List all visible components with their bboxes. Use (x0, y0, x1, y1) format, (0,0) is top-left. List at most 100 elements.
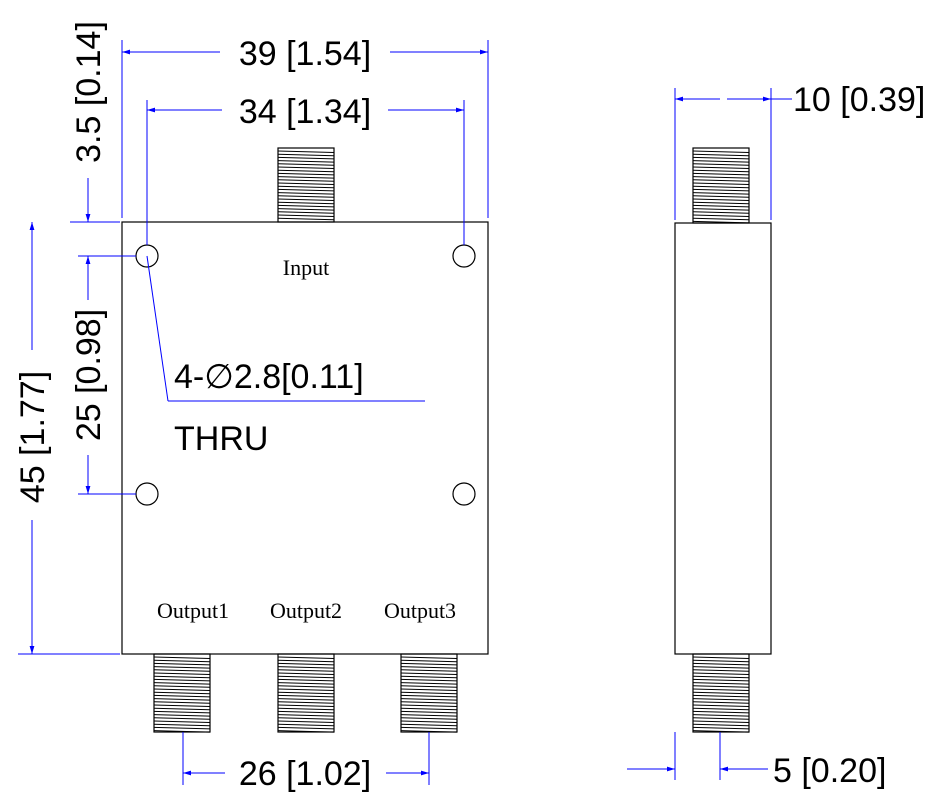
thread-line (692, 704, 750, 707)
dim-hole-spacing-x-text: 34 [1.34] (239, 93, 371, 131)
thread-line (277, 169, 335, 173)
input-connector (277, 147, 335, 223)
thread-line (277, 166, 335, 169)
thread-line (277, 717, 335, 720)
thread-line (277, 172, 335, 176)
thread-line (277, 659, 335, 663)
thread-line (692, 672, 750, 675)
thread-line (277, 685, 335, 688)
thread-line (153, 688, 211, 691)
connector-barrel (277, 653, 335, 733)
thread-line (153, 672, 211, 675)
thread-line (400, 723, 458, 727)
thread-line (400, 720, 458, 723)
thread-line (692, 714, 750, 717)
dim-overall-height: 45 [1.77] (14, 222, 120, 655)
thread-line (692, 195, 750, 198)
thread-line (277, 198, 335, 201)
thread-line (153, 682, 211, 685)
side-top-connector (692, 147, 750, 224)
thread-line (692, 185, 750, 189)
dim-thickness: 10 [0.39] (674, 81, 925, 220)
thread-line (400, 666, 458, 669)
dim-output-pitch: 26 [1.02] (182, 732, 430, 793)
thread-line (400, 659, 458, 663)
thread-line (277, 666, 335, 669)
input-port-label: Input (283, 255, 329, 280)
dim-connector-offset-text: 5 [0.20] (773, 752, 886, 790)
thread-line (277, 662, 335, 666)
thread-line (400, 694, 458, 698)
thread-line (277, 176, 335, 179)
thread-line (400, 688, 458, 691)
thread-line (153, 675, 211, 679)
dim-edge-offset-text: 3.5 [0.14] (70, 21, 108, 163)
dim-overall-width: 39 [1.54] (121, 35, 489, 218)
thread-line (153, 707, 211, 711)
thread-line (692, 188, 750, 192)
thread-line (400, 656, 458, 659)
mounting-hole-bottom-right (452, 482, 476, 506)
thread-line (692, 710, 750, 714)
thread-line (277, 217, 335, 221)
thread-line (400, 714, 458, 717)
thread-line (692, 656, 750, 659)
mounting-hole-top-right (452, 244, 476, 268)
hole-callout: 4-∅2.8[0.11] THRU (146, 255, 425, 458)
thread-line (692, 678, 750, 682)
dim-hole-spacing-y: 25 [0.98] (70, 256, 136, 495)
connector-barrel (692, 147, 750, 224)
thread-line (692, 172, 750, 176)
output1-port-label: Output1 (157, 598, 229, 623)
thread-line (153, 685, 211, 688)
thread-line (277, 150, 335, 153)
thread-line (277, 656, 335, 659)
dim-hole-spacing-y-text: 25 [0.98] (70, 309, 108, 441)
thread-line (400, 691, 458, 695)
thread-line (692, 176, 750, 179)
thread-line (153, 678, 211, 682)
thread-line (400, 685, 458, 688)
thread-line (692, 698, 750, 701)
connector-barrel (277, 147, 335, 223)
thread-line (692, 675, 750, 679)
thread-line (153, 704, 211, 707)
thread-line (692, 169, 750, 173)
thread-line (692, 182, 750, 185)
hole-note-size: 4-∅2.8[0.11] (174, 358, 364, 396)
thread-line (153, 694, 211, 698)
dim-overall-height-text: 45 [1.77] (14, 371, 52, 503)
thread-line (692, 166, 750, 169)
output3-port-label: Output3 (384, 598, 456, 623)
side-body (674, 222, 772, 655)
output2-port-label: Output2 (270, 598, 342, 623)
thread-line (153, 691, 211, 695)
connector-barrel (153, 653, 211, 733)
thread-line (277, 156, 335, 160)
thread-line (692, 156, 750, 160)
thread-line (153, 714, 211, 717)
thread-line (277, 678, 335, 682)
thread-line (692, 662, 750, 666)
thread-line (277, 208, 335, 211)
thread-line (400, 675, 458, 679)
thread-line (277, 691, 335, 695)
thread-line (692, 707, 750, 711)
thread-line (400, 682, 458, 685)
thread-line (692, 179, 750, 182)
thread-line (692, 192, 750, 195)
thread-line (153, 698, 211, 701)
dim-connector-offset: 5 [0.20] (627, 732, 886, 790)
thread-line (400, 669, 458, 672)
thread-line (400, 662, 458, 666)
thread-line (692, 659, 750, 663)
thread-line (277, 211, 335, 214)
thread-line (277, 201, 335, 205)
thread-line (692, 720, 750, 723)
thread-line (153, 730, 211, 733)
mounting-hole-bottom-left (135, 482, 159, 506)
thread-line (400, 710, 458, 714)
thread-line (400, 726, 458, 730)
thread-line (692, 211, 750, 214)
